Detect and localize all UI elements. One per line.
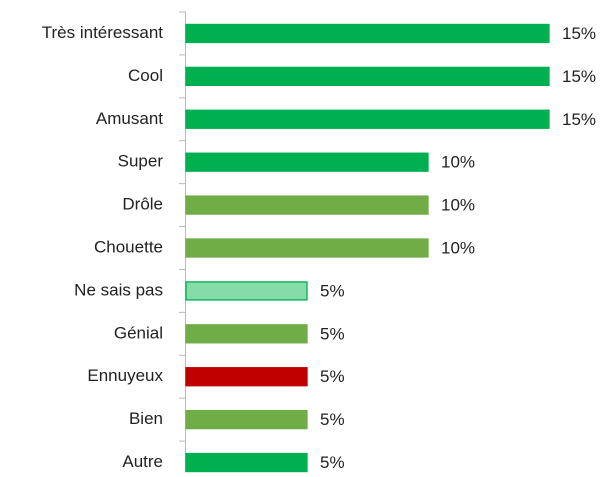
category-label: Ne sais pas — [74, 280, 163, 299]
category-label: Chouette — [94, 237, 163, 256]
bar — [185, 66, 550, 87]
value-label: 5% — [320, 410, 345, 429]
category-label: Autre — [122, 452, 163, 471]
category-label: Génial — [114, 323, 163, 342]
bar — [185, 195, 429, 215]
value-label: 10% — [441, 153, 475, 172]
category-label: Cool — [128, 66, 163, 85]
bar — [185, 281, 308, 301]
bar — [185, 367, 308, 387]
value-label: 10% — [441, 196, 475, 215]
category-label: Ennuyeux — [87, 366, 163, 385]
bar — [185, 152, 429, 172]
value-label: 5% — [320, 367, 345, 386]
value-label: 10% — [441, 238, 475, 257]
category-label: Super — [118, 152, 164, 171]
bar — [185, 238, 429, 258]
category-label: Très intéressant — [42, 23, 164, 42]
category-label: Drôle — [122, 195, 163, 214]
bar — [185, 452, 308, 473]
value-label: 15% — [562, 110, 596, 129]
category-label: Amusant — [96, 109, 163, 128]
bar — [185, 324, 308, 344]
bar — [185, 109, 550, 129]
category-label: Bien — [129, 409, 163, 428]
bar — [185, 409, 308, 430]
bar — [185, 23, 550, 44]
value-label: 5% — [320, 324, 345, 343]
value-label: 5% — [320, 453, 345, 472]
value-label: 15% — [562, 24, 596, 43]
value-label: 5% — [320, 281, 345, 300]
value-label: 15% — [562, 67, 596, 86]
